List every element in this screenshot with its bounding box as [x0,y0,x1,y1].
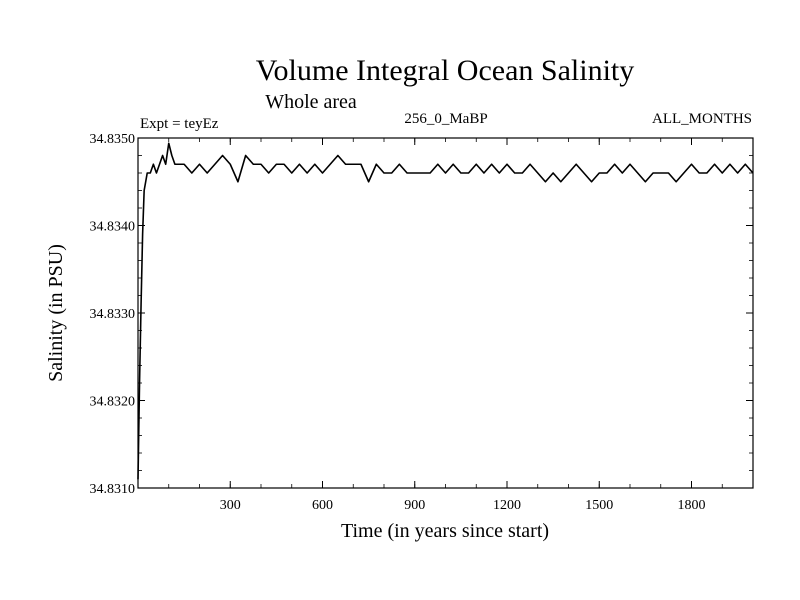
run-label: 256_0_MaBP [404,111,487,127]
y-tick-label: 34.8310 [90,482,136,497]
chart-subtitle: Whole area [265,91,357,113]
x-tick-label: 600 [312,498,333,513]
y-tick-label: 34.8330 [90,307,136,322]
experiment-label: Expt = teyEz [140,116,219,132]
x-tick-label: 900 [404,498,425,513]
x-tick-label: 300 [220,498,241,513]
chart-title: Volume Integral Ocean Salinity [256,54,635,87]
x-axis: 300 600 900 1200 1500 1800 [137,138,754,513]
x-tick-label: 1200 [493,498,521,513]
salinity-series-line [137,142,754,480]
x-tick-label: 1800 [678,498,706,513]
y-tick-label: 34.8350 [90,132,136,147]
y-axis-label: Salinity (in PSU) [45,244,67,382]
x-tick-label: 1500 [585,498,613,513]
y-tick-label: 34.8340 [90,220,136,235]
x-axis-label: Time (in years since start) [341,520,549,542]
plot-frame [137,137,754,489]
months-label: ALL_MONTHS [652,111,752,127]
y-tick-label: 34.8320 [90,395,136,410]
y-axis: 34.8310 34.8320 34.8330 34.8340 34.8350 [90,132,753,497]
